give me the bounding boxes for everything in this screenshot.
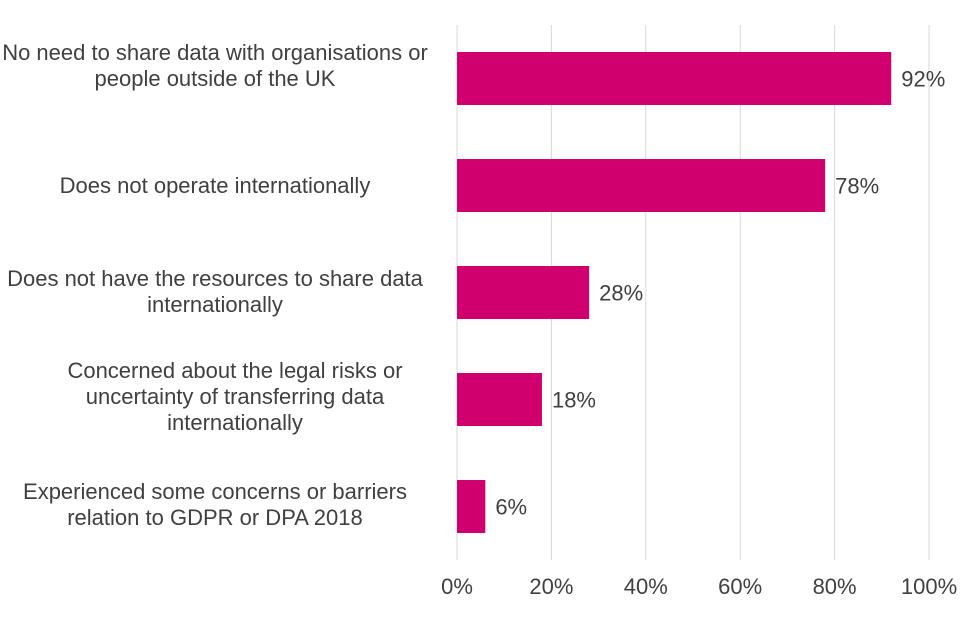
category-label: Experienced some concerns or barriers re… [0, 479, 435, 531]
category-label: No need to share data with organisations… [0, 40, 435, 92]
category-label: Concerned about the legal risks or uncer… [35, 358, 435, 436]
bar [457, 266, 590, 319]
x-tick-label: 80% [813, 574, 857, 599]
category-label-text: Experienced some concerns or barriers re… [23, 479, 407, 530]
bar [457, 480, 486, 533]
category-label-text: Does not have the resources to share dat… [7, 266, 423, 317]
x-tick-label: 20% [529, 574, 573, 599]
x-tick-label: 0% [441, 574, 473, 599]
category-label: Does not have the resources to share dat… [0, 266, 435, 318]
category-label-text: Does not operate internationally [59, 173, 371, 198]
bar [457, 373, 542, 426]
data-label: 78% [835, 174, 879, 199]
category-label: Does not operate internationally [0, 173, 435, 199]
category-label-text: No need to share data with organisations… [2, 40, 428, 91]
bar [457, 159, 826, 212]
category-label-text: Concerned about the legal risks or uncer… [67, 358, 403, 435]
data-label: 6% [495, 495, 527, 520]
data-label: 92% [901, 67, 945, 92]
data-label: 28% [599, 281, 643, 306]
x-tick-label: 40% [624, 574, 668, 599]
x-tick-label: 100% [901, 574, 957, 599]
x-tick-label: 60% [718, 574, 762, 599]
bar [457, 52, 892, 105]
data-label: 18% [552, 388, 596, 413]
